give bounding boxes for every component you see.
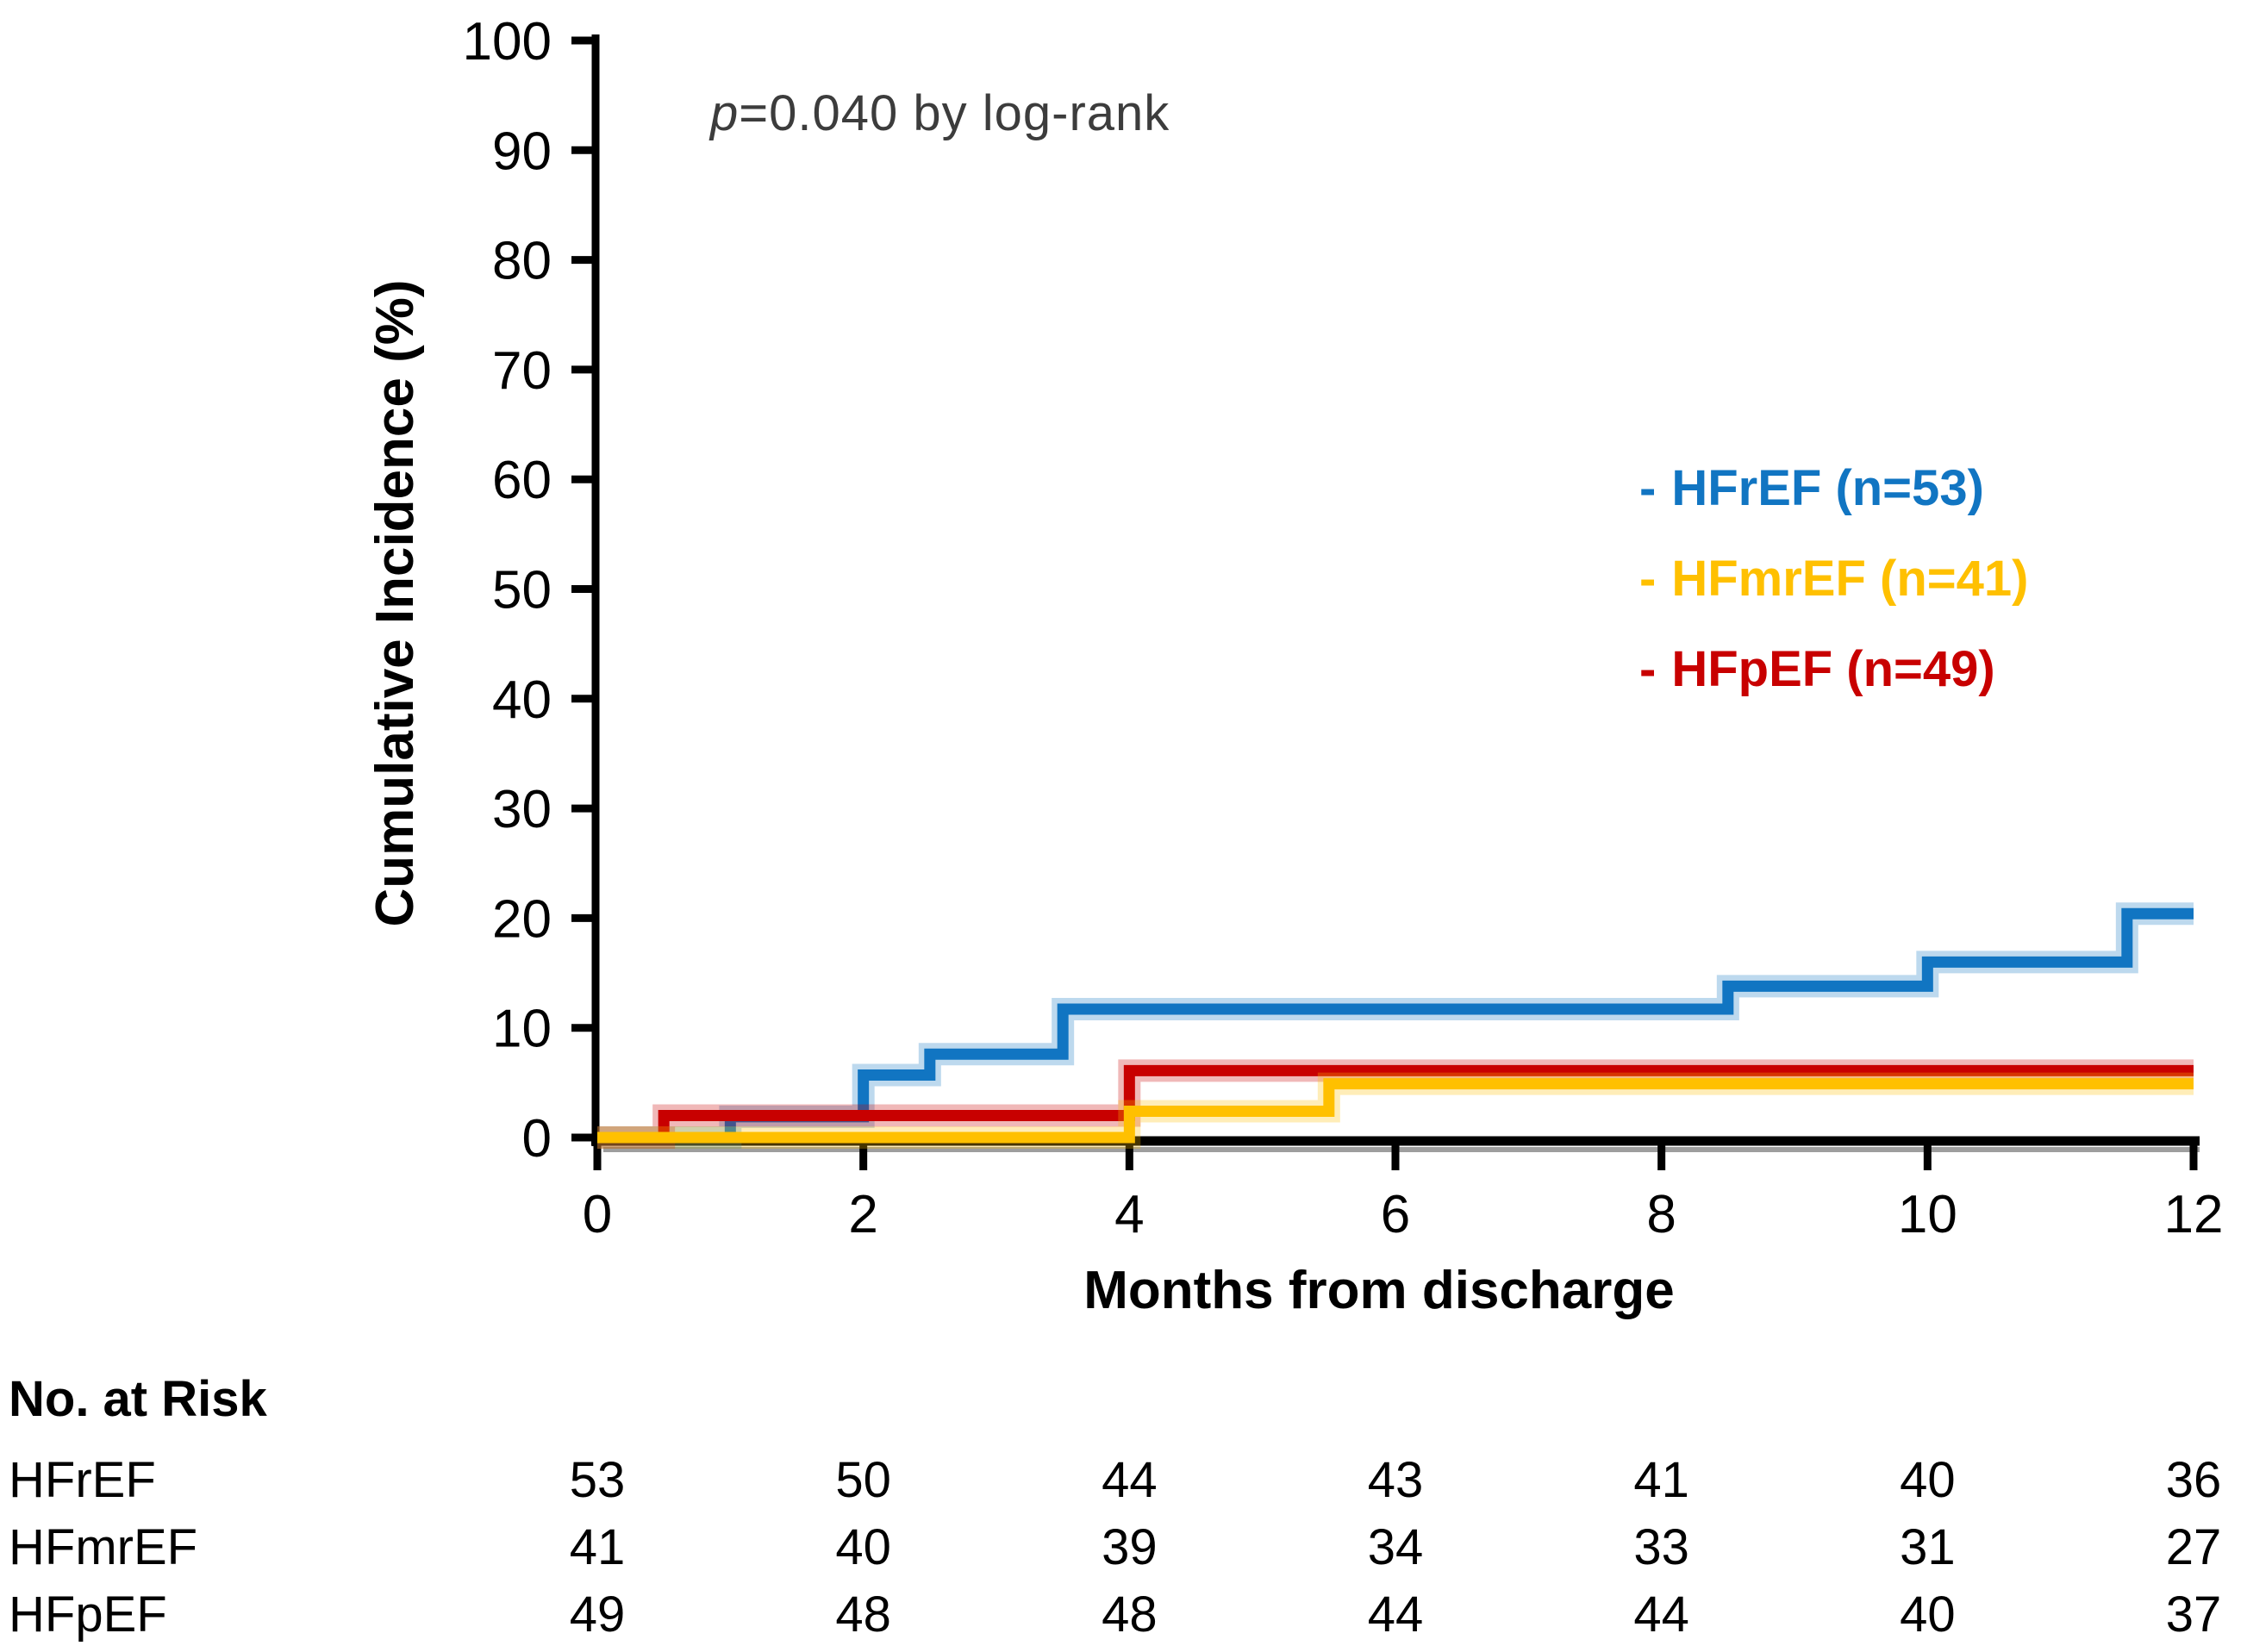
x-tick-label: 8	[1646, 1185, 1676, 1244]
y-tick-label: 20	[492, 889, 552, 949]
risk-row-label-hfmref: HFmrEF	[9, 1519, 198, 1575]
legend-marker: -	[1639, 460, 1657, 516]
risk-count: 37	[2165, 1587, 2222, 1643]
y-tick-label: 10	[492, 1000, 552, 1059]
y-tick-label: 60	[492, 451, 552, 510]
risk-count: 33	[1633, 1519, 1689, 1575]
risk-count: 53	[569, 1452, 626, 1508]
risk-count: 44	[1367, 1587, 1424, 1643]
risk-count: 44	[1102, 1452, 1158, 1508]
risk-count: 36	[2165, 1452, 2222, 1508]
risk-count: 41	[569, 1519, 626, 1575]
legend-item-hfref: - HFrEF (n=53)	[1639, 461, 1984, 516]
legend-label: HFmrEF (n=41)	[1671, 551, 2029, 607]
x-tick-label: 2	[848, 1185, 877, 1244]
y-tick-label: 40	[492, 670, 552, 730]
y-tick-label: 90	[492, 122, 552, 181]
legend-label: HFrEF (n=53)	[1671, 460, 1984, 516]
risk-count: 49	[569, 1587, 626, 1643]
y-axis-title: Cumulative Incidence (%)	[365, 279, 425, 927]
risk-table-title: No. at Risk	[9, 1371, 267, 1427]
risk-count: 43	[1367, 1452, 1424, 1508]
risk-row-label-hfref: HFrEF	[9, 1452, 156, 1508]
risk-count: 41	[1633, 1452, 1689, 1508]
legend-item-hfpef: - HFpEF (n=49)	[1639, 642, 1995, 697]
y-tick-label: 80	[492, 232, 552, 291]
p-symbol: p	[710, 85, 740, 141]
series-halo-HFrEF	[597, 902, 2194, 1149]
risk-count: 31	[1900, 1519, 1956, 1575]
x-tick-label: 10	[1898, 1185, 1957, 1244]
series-line-HFrEF	[597, 907, 2194, 1144]
risk-count: 27	[2165, 1519, 2222, 1575]
y-tick-label: 70	[492, 341, 552, 401]
y-tick-label: 30	[492, 780, 552, 839]
risk-count: 44	[1633, 1587, 1689, 1643]
risk-count: 40	[835, 1519, 891, 1575]
risk-count: 48	[835, 1587, 891, 1643]
x-tick-label: 4	[1114, 1185, 1144, 1244]
series-line-HFmrEF	[597, 1078, 2194, 1144]
risk-count: 40	[1900, 1587, 1956, 1643]
legend-label: HFpEF (n=49)	[1671, 641, 1995, 697]
x-tick-label: 0	[583, 1185, 612, 1244]
legend-marker: -	[1639, 641, 1657, 697]
risk-count: 39	[1102, 1519, 1158, 1575]
legend-marker: -	[1639, 551, 1657, 607]
x-tick-label: 12	[2164, 1185, 2224, 1244]
p-value-annotation: p=0.040 by log-rank	[710, 84, 1170, 142]
legend-item-hfmref: - HFmrEF (n=41)	[1639, 552, 2028, 607]
risk-count: 50	[835, 1452, 891, 1508]
risk-row-label-hfpef: HFpEF	[9, 1587, 167, 1643]
y-tick-label: 50	[492, 561, 552, 620]
p-text: =0.040 by log-rank	[739, 85, 1170, 141]
y-tick-label: 0	[522, 1109, 552, 1169]
x-axis-title: Months from discharge	[1083, 1261, 1675, 1320]
y-tick-label: 100	[463, 12, 552, 72]
risk-count: 48	[1102, 1587, 1158, 1643]
risk-count: 40	[1900, 1452, 1956, 1508]
risk-count: 34	[1367, 1519, 1424, 1575]
x-tick-label: 6	[1381, 1185, 1410, 1244]
